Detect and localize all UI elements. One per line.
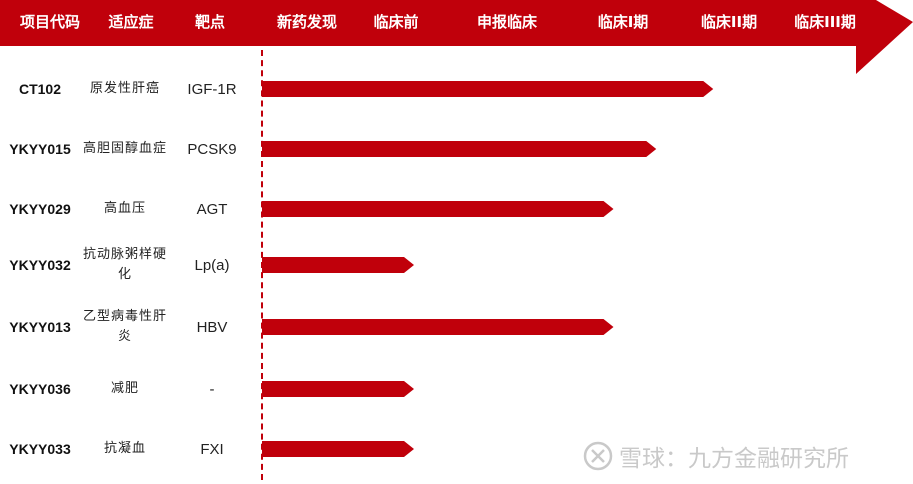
project-code: YKYY029 [9,201,71,217]
indication: 原发性肝癌 [80,64,170,114]
indication-label: 乙型病毒性肝炎 [82,309,167,344]
project-code: CT102 [18,81,62,97]
project-code: YKYY032 [9,257,71,273]
indication: 抗凝血 [80,424,170,474]
table-row: CT102 原发性肝癌 IGF-1R [0,64,913,114]
progress-bar [262,319,614,335]
table-row: YKYY033 抗凝血 FXI [0,424,913,474]
header-target: 靶点 [194,13,225,31]
progress-bar-svg [262,381,414,397]
progress-bar-svg [262,141,657,157]
watermark-text: 雪球：九方金融研究所 [619,446,849,472]
progress-bar-svg [262,319,614,335]
indication-label: 高血压 [103,201,146,216]
snowball-logo-icon [583,441,613,471]
progress-bar [262,441,414,457]
table-row: YKYY029 高血压 AGT [0,184,913,234]
indication-label: 原发性肝癌 [89,81,160,96]
header-stage-phase2: 临床II期 [700,13,758,31]
target: IGF-1R [187,80,237,98]
progress-bar-svg [262,257,414,273]
table-row: YKYY013 乙型病毒性肝炎 HBV [0,302,913,352]
progress-bar [262,141,657,157]
progress-bar [262,257,414,273]
target: AGT [196,200,228,218]
progress-bar-svg [262,201,614,217]
project-code: YKYY015 [9,141,71,157]
table-row: YKYY036 减肥 - [0,364,913,414]
table-row: YKYY015 高胆固醇血症 PCSK9 [0,124,913,174]
header-indication: 适应症 [108,13,154,31]
header-stage-phase1: 临床I期 [597,13,649,31]
indication: 减肥 [80,364,170,414]
project-code: YKYY013 [9,319,71,335]
progress-bar [262,81,714,97]
header-stage-discovery: 新药发现 [276,13,337,31]
indication-label: 高胆固醇血症 [82,141,167,156]
project-code: YKYY036 [9,381,71,397]
indication: 乙型病毒性肝炎 [80,302,170,352]
project-code: YKYY033 [9,441,71,457]
indication: 抗动脉粥样硬化 [80,240,170,290]
header-stage-preclinical: 临床前 [373,13,419,31]
progress-bar [262,201,614,217]
indication-label: 抗凝血 [103,441,146,456]
header-project-code: 项目代码 [19,13,80,31]
table-row: YKYY032 抗动脉粥样硬化 Lp(a) [0,240,913,290]
target: Lp(a) [194,256,230,274]
indication-label: 抗动脉粥样硬化 [82,247,167,282]
header-arrow-banner [0,0,913,74]
indication: 高血压 [80,184,170,234]
progress-bar-svg [262,81,714,97]
target: FXI [200,440,224,458]
header-stage-phase3: 临床III期 [794,13,856,31]
target: PCSK9 [187,140,237,158]
indication-label: 减肥 [110,381,139,396]
indication: 高胆固醇血症 [80,124,170,174]
progress-bar-svg [262,441,414,457]
watermark: 雪球：九方金融研究所 [583,438,849,474]
target: - [209,380,215,398]
header-stage-ind: 申报临床 [476,13,537,31]
target: HBV [196,318,228,336]
progress-bar [262,381,414,397]
